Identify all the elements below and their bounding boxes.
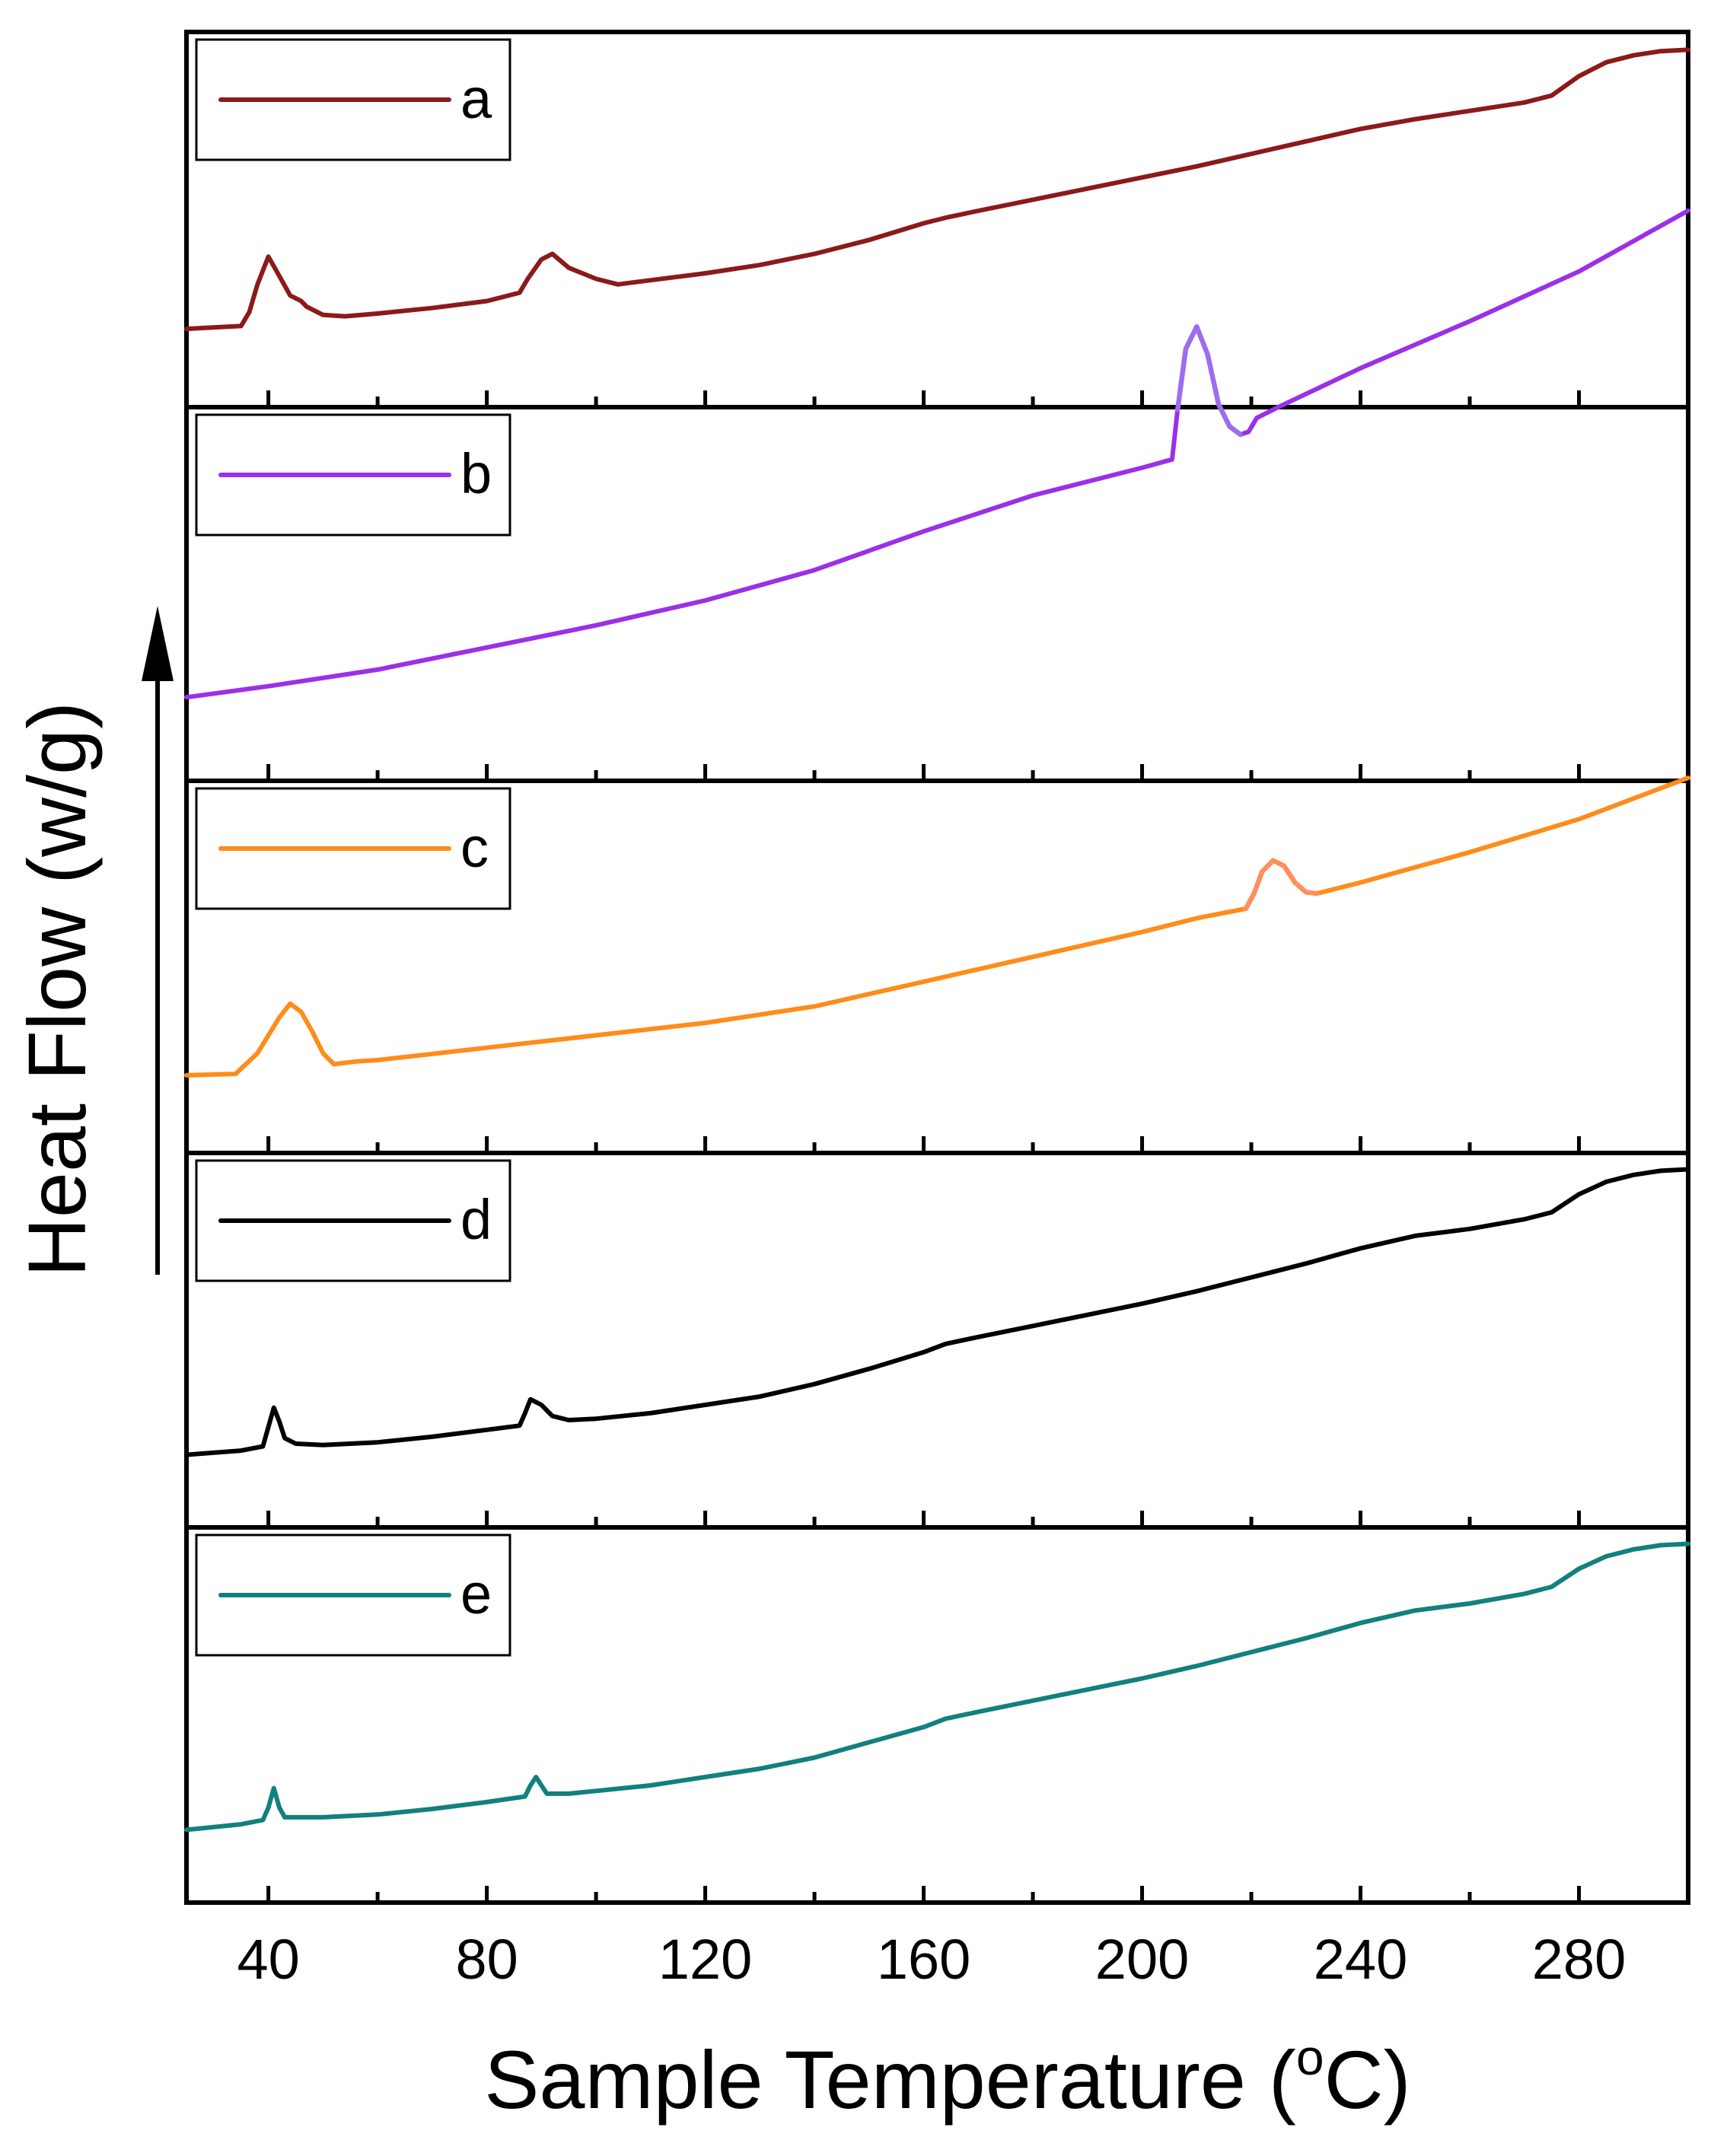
- legend-e: e: [195, 1533, 511, 1657]
- x-axis-unit-celsius: C: [1324, 2033, 1384, 2126]
- x-tick-label: 80: [455, 1928, 518, 1991]
- x-axis-unit-close-paren: ): [1384, 2033, 1411, 2126]
- legend-a: a: [195, 38, 511, 161]
- legend-d: d: [195, 1159, 511, 1282]
- series-line-d: [184, 1167, 1690, 1457]
- x-tick-label: 200: [1095, 1928, 1189, 1991]
- y-axis-title: Heat Flow (w/g): [11, 702, 103, 1277]
- y-axis-arrow: [142, 606, 174, 1275]
- panel-b: b: [184, 208, 1690, 783]
- panel-a: a: [184, 30, 1690, 409]
- legend-label: b: [460, 442, 492, 505]
- legend-label: a: [460, 67, 492, 130]
- legend-label: e: [460, 1562, 492, 1626]
- x-tick-label: 160: [877, 1928, 970, 1991]
- legend-label: c: [460, 816, 489, 879]
- x-axis-unit-open-paren: (: [1246, 2033, 1296, 2126]
- panel-e: e: [184, 1525, 1690, 1905]
- series-peak-c: [1243, 858, 1320, 912]
- x-axis-unit-degree: o: [1296, 2029, 1324, 2085]
- series-line-a: [184, 47, 1690, 332]
- panel-c: c: [184, 775, 1690, 1155]
- panel-d: d: [184, 1151, 1690, 1530]
- y-axis-arrow-head: [142, 606, 174, 681]
- panel-stack: a b c d e: [184, 30, 1690, 1905]
- x-tick-label: 240: [1314, 1928, 1407, 1991]
- x-tick-labels: 40 80 120 160 200 240 280: [237, 1928, 1626, 1991]
- legend-b: b: [195, 413, 511, 537]
- series-line-e: [184, 1541, 1690, 1833]
- x-tick-label: 120: [658, 1928, 752, 1991]
- x-tick-label: 280: [1532, 1928, 1626, 1991]
- x-axis-title: Sample Temperature (oC): [484, 2029, 1410, 2126]
- legend-c: c: [195, 787, 511, 910]
- panel-frame-e: [184, 1525, 1690, 1905]
- series-peak-b: [1174, 324, 1243, 438]
- legend-label: d: [460, 1188, 492, 1251]
- x-tick-label: 40: [237, 1928, 299, 1991]
- x-axis-title-text: Sample Temperature: [484, 2033, 1246, 2126]
